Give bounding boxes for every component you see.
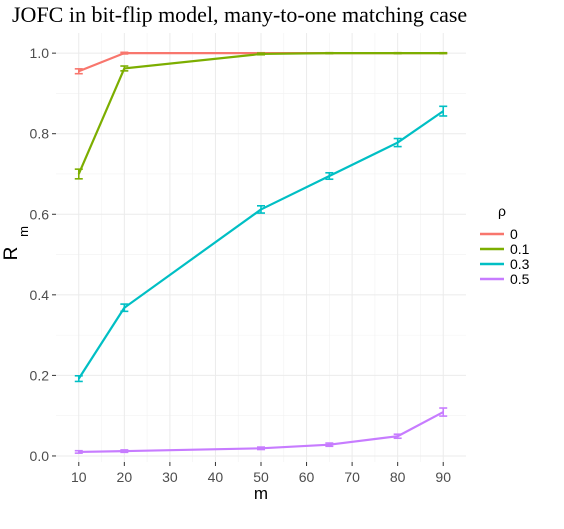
series-0.3 [74,105,448,383]
legend-item: 0.5 [480,271,530,287]
y-tick-label: 0.0 [30,448,50,464]
x-tick-label: 60 [299,469,315,485]
error-bar [74,374,83,383]
series-line [77,52,444,175]
series-line [78,411,444,454]
y-axis-title-text: R [1,247,22,261]
y-tick-label: 0.4 [30,287,50,303]
x-tick-label: 70 [344,469,360,485]
legend-label: 0 [510,226,518,242]
chart-title: JOFC in bit-flip model, many-to-one matc… [12,2,468,27]
x-tick-label: 10 [71,469,87,485]
grid [56,33,466,462]
y-axis-title-subscript: m [16,226,31,237]
y-tick-label: 0.8 [30,126,50,142]
legend-label: 0.3 [510,256,530,272]
legend-label: 0.1 [510,241,530,257]
error-bar [120,51,129,55]
error-bar [325,171,334,181]
error-bar [120,303,129,313]
x-tick-label: 80 [390,469,406,485]
y-tick-label: 0.2 [30,367,50,383]
error-bar [393,433,402,440]
error-bar [439,105,448,117]
error-bar [74,449,83,454]
legend: ρ00.10.30.5 [480,203,530,287]
legend-item: 0 [480,226,518,242]
legend-item: 0.1 [480,241,530,257]
series-0.1 [74,51,448,180]
x-tick-label: 20 [117,469,133,485]
error-bar [120,449,129,454]
error-bar [393,51,402,55]
series-layer [74,51,448,454]
legend-label: 0.5 [510,271,530,287]
legend-title: ρ [498,203,506,219]
error-bar [74,68,83,75]
error-bar [74,168,83,180]
y-axis-title: Rm [1,226,31,260]
y-tick-label: 1.0 [30,45,50,61]
legend-item: 0.3 [480,256,530,272]
series-line [77,110,444,380]
error-bar [439,51,448,55]
x-tick-label: 30 [162,469,178,485]
error-bar [439,407,448,417]
error-bar [393,137,402,148]
x-axis-title: m [254,484,268,503]
x-tick-label: 90 [435,469,451,485]
y-tick-label: 0.6 [30,206,50,222]
error-bar [325,51,334,55]
x-tick-label: 40 [208,469,224,485]
error-bar [120,65,129,72]
error-bar [325,442,334,448]
error-bar [257,205,265,214]
error-bar [257,52,265,56]
series-0.5 [74,407,448,454]
x-tick-label: 50 [253,469,269,485]
error-bar [257,446,265,451]
